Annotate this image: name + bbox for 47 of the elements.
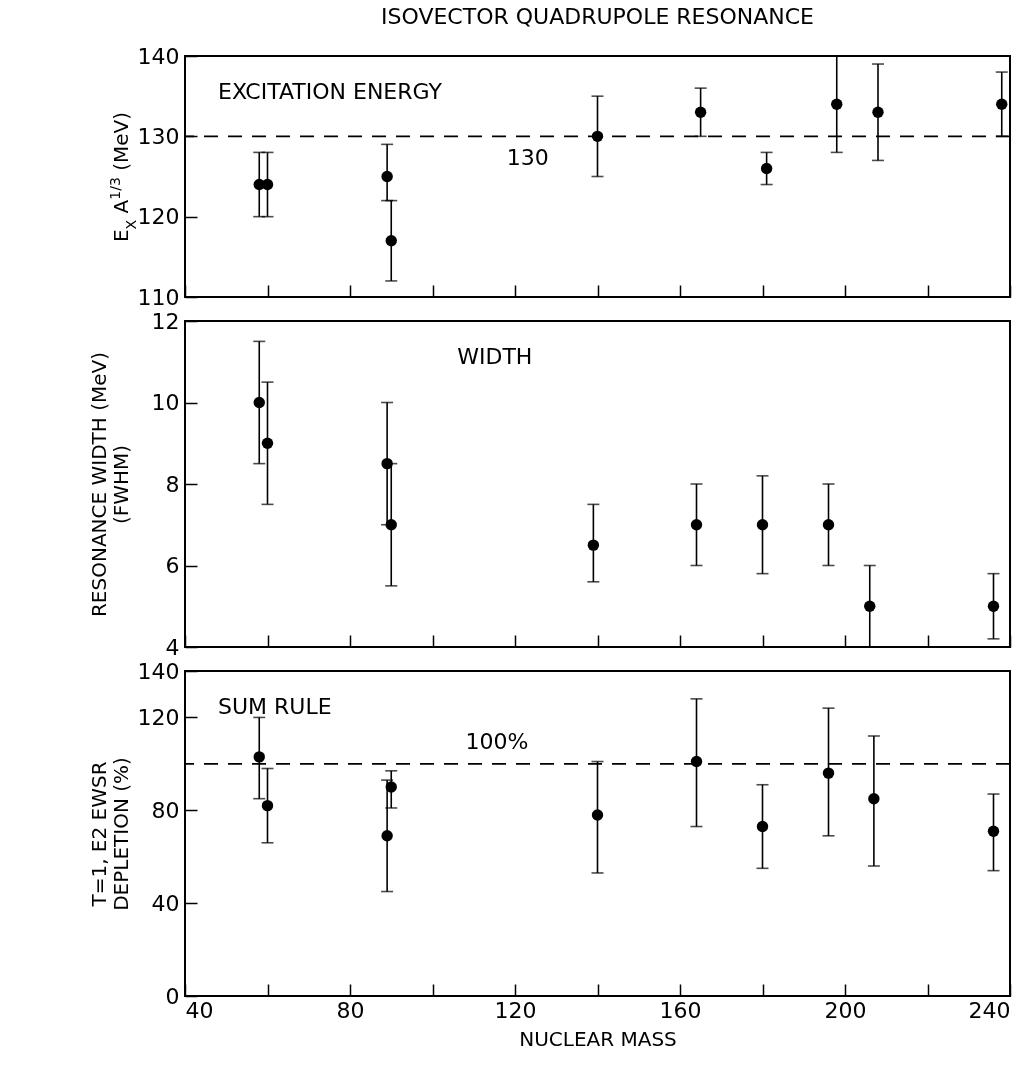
y-tick-label: 80: [151, 797, 180, 823]
point: [261, 437, 274, 449]
point: [987, 600, 1000, 612]
y-axis-title: RESONANCE WIDTH (MeV) (FWHM): [86, 351, 133, 618]
point: [760, 162, 773, 175]
point: [690, 519, 703, 531]
point: [385, 519, 397, 531]
annotation: SUM RULE: [218, 694, 332, 719]
point: [996, 98, 1008, 110]
y-axis-title: T=1, E2 EWSR DEPLETION (%): [86, 757, 133, 911]
chart-title: ISOVECTOR QUADRUPOLE RESONANCE: [381, 4, 814, 29]
y-tick-label: 120: [137, 204, 180, 230]
point: [253, 396, 265, 409]
x-axis-title: NUCLEAR MASS: [519, 1026, 677, 1051]
point: [756, 519, 769, 531]
y-tick-label: 40: [151, 890, 180, 916]
point: [822, 519, 835, 531]
y-tick-label: 4: [165, 634, 180, 660]
point: [831, 98, 843, 110]
annotation: EXCITATION ENERGY: [218, 79, 443, 104]
x-tick-label: 240: [968, 997, 1011, 1023]
point: [694, 106, 707, 118]
point: [872, 106, 884, 118]
point: [385, 235, 397, 247]
y-tick-label: 120: [137, 704, 180, 730]
y-tick-label: 140: [137, 658, 180, 684]
point: [381, 457, 393, 470]
x-tick-label: 80: [336, 997, 365, 1023]
ref-line-label: 100%: [465, 728, 529, 754]
point: [591, 130, 604, 143]
y-tick-label: 0: [165, 983, 180, 1009]
annotation: WIDTH: [457, 344, 533, 369]
point: [864, 600, 876, 612]
y-tick-label: 130: [137, 123, 180, 149]
x-tick-label: 200: [824, 997, 867, 1023]
y-tick-label: 10: [151, 390, 180, 415]
y-tick-label: 140: [137, 43, 180, 69]
x-tick-label: 40: [185, 997, 214, 1023]
y-tick-label: 12: [151, 308, 180, 334]
x-tick-label: 120: [494, 997, 537, 1023]
y-tick-label: 8: [165, 471, 180, 497]
point: [381, 170, 393, 183]
point: [587, 539, 600, 551]
y-tick-label: 110: [137, 284, 180, 310]
x-tick-label: 160: [659, 997, 702, 1023]
y-tick-label: 6: [165, 553, 180, 578]
ref-line-label: 130: [506, 145, 549, 171]
